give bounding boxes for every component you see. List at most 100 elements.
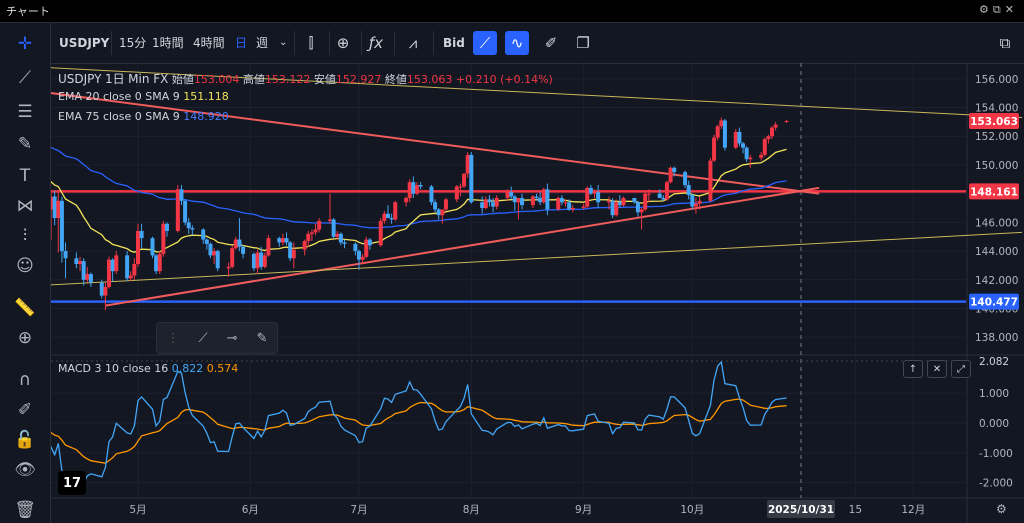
candle-body [556,197,561,210]
candle-body [686,185,691,196]
close-icon[interactable]: ✕ [927,360,947,378]
lock-drawing-icon[interactable]: ✐ [17,400,33,420]
trash-icon[interactable]: 🗑 [14,500,36,520]
separator [394,31,395,55]
y-tick-label: -1.000 [979,448,1013,460]
axis-settings-icon: ⚙ [996,502,1007,516]
magnet-icon[interactable]: ∩ [18,370,32,390]
candle-body [418,185,423,187]
interval-4h[interactable]: 4時間 [193,36,225,50]
trendline-icon[interactable]: ⟋ [19,68,31,88]
open-label: 始値 [171,73,194,86]
candle-body [458,186,463,188]
x-tick-label: 2025/10/31 [768,504,834,516]
candle-body [443,199,448,210]
candle-body [132,263,137,276]
prediction-icon[interactable]: ⫶ [22,226,28,246]
candle-body [262,255,267,267]
candle-body [414,185,419,194]
maximize-icon[interactable]: ⤢ [951,360,971,378]
horizontal-lines [51,190,966,303]
candle-body [469,154,474,203]
candle-body [204,239,209,244]
chevron-down-icon[interactable]: ⌄ [279,37,288,48]
ema20-value: 151.118 [183,90,229,103]
drag-handle-icon[interactable]: ⋮ [166,330,180,346]
candle-body [635,202,640,213]
candle-body [773,124,778,128]
signal-value: 0.574 [206,362,239,375]
tradingview-logo-icon: 17 [58,471,86,495]
hline-tool-icon[interactable]: ⊸ [226,330,238,346]
x-tick-label: 12月 [901,504,925,516]
candle-body [697,200,702,204]
candle-body [664,182,669,200]
trendline-tool-icon[interactable]: ⟋ [198,330,208,346]
candle-body [766,136,771,140]
candle-body [592,192,597,194]
chart-area[interactable]: 156.000154.000152.000150.000148.000146.0… [51,63,1024,523]
text-icon[interactable]: T [19,166,31,186]
y-tick-label: 0.000 [979,418,1009,430]
legend-symbol: USDJPY [58,72,102,86]
price-label-text: 148.161 [970,186,1018,198]
candle-body [570,208,575,210]
eye-icon[interactable]: 👁 [14,460,36,480]
compare-plus-icon[interactable]: ⊕ [336,34,350,52]
horizontal-lines-icon[interactable]: ☰ [17,102,33,122]
gear-icon[interactable]: ⚙ [979,3,993,16]
brush-tool-icon[interactable]: ✎ [256,330,268,346]
brush-icon[interactable]: ✎ [17,134,33,154]
arrow-up-icon[interactable]: ↑ [903,360,923,378]
candle-body [646,193,651,195]
pattern-icon[interactable]: ⋈ [16,196,34,216]
candle-body [360,256,365,260]
layout-copy-icon[interactable]: ❐ [576,34,590,52]
strategy-icon[interactable]: ⩘ [408,34,418,52]
trend-chart-icon[interactable]: ⟋ [473,31,497,55]
candle-body [581,206,586,208]
y-tick-label: 154.000 [975,103,1018,115]
indicators-fx-icon[interactable]: ƒx [368,34,384,52]
symbol-search[interactable]: USDJPY [59,36,110,50]
drawing-toolbar: ✛ ⟋ ☰ ✎ T ⋈ ⫶ ☺ 📏 ⊕ ∩ ✐ 🔓 👁 🗑 [0,23,51,523]
candle-body [588,187,593,194]
separator [294,31,295,55]
ruler-icon[interactable]: 📏 [14,298,36,318]
candle-body [722,120,727,148]
candle-body [266,238,271,256]
lock-icon[interactable]: 🔓 [14,430,36,450]
paint-icon[interactable]: ✐ [544,34,558,52]
candle-body [212,251,217,256]
popout-icon[interactable]: ⧉ [992,3,1005,16]
wave-indicator-icon[interactable]: ∿ [505,31,529,55]
macd-line [51,360,787,486]
axes: 156.000154.000152.000150.000148.000146.0… [129,74,1018,518]
candle-body [59,200,64,252]
candle-body [103,286,108,296]
interval-1h[interactable]: 1時間 [152,36,184,50]
crosshair-icon[interactable]: ✛ [17,34,33,54]
interval-1w[interactable]: 週 [256,36,269,50]
ema20-legend: EMA 20 close 0 SMA 9 151.118 [58,90,229,103]
multi-chart-icon[interactable]: ⧉ [999,34,1011,52]
ema75-legend: EMA 75 close 0 SMA 9 148.920 [58,110,229,123]
y-tick-label: -2.000 [979,478,1013,490]
interval-1d[interactable]: 日 [235,36,248,50]
bid-toggle[interactable]: Bid [443,36,465,50]
candle-body [88,274,93,283]
close-icon[interactable]: ✕ [1004,3,1018,16]
candle-body [480,202,485,208]
emoji-icon[interactable]: ☺ [16,256,34,276]
top-toolbar: USDJPY 15分 1時間 4時間 日 週 ⌄ ⫿ ⊕ ƒx ⩘ Bid ⟋ … [51,23,1024,64]
candle-body [621,197,626,206]
candle-style-icon[interactable]: ⫿ [308,34,314,52]
candle-body [157,253,162,272]
candle-body [715,126,720,138]
zoom-in-icon[interactable]: ⊕ [17,328,33,348]
y-tick-label: 156.000 [975,74,1018,86]
candle-body [154,255,159,272]
window-controls: ⚙⧉✕ [979,3,1018,17]
candle-body [516,197,521,203]
interval-15m[interactable]: 15分 [119,36,147,50]
